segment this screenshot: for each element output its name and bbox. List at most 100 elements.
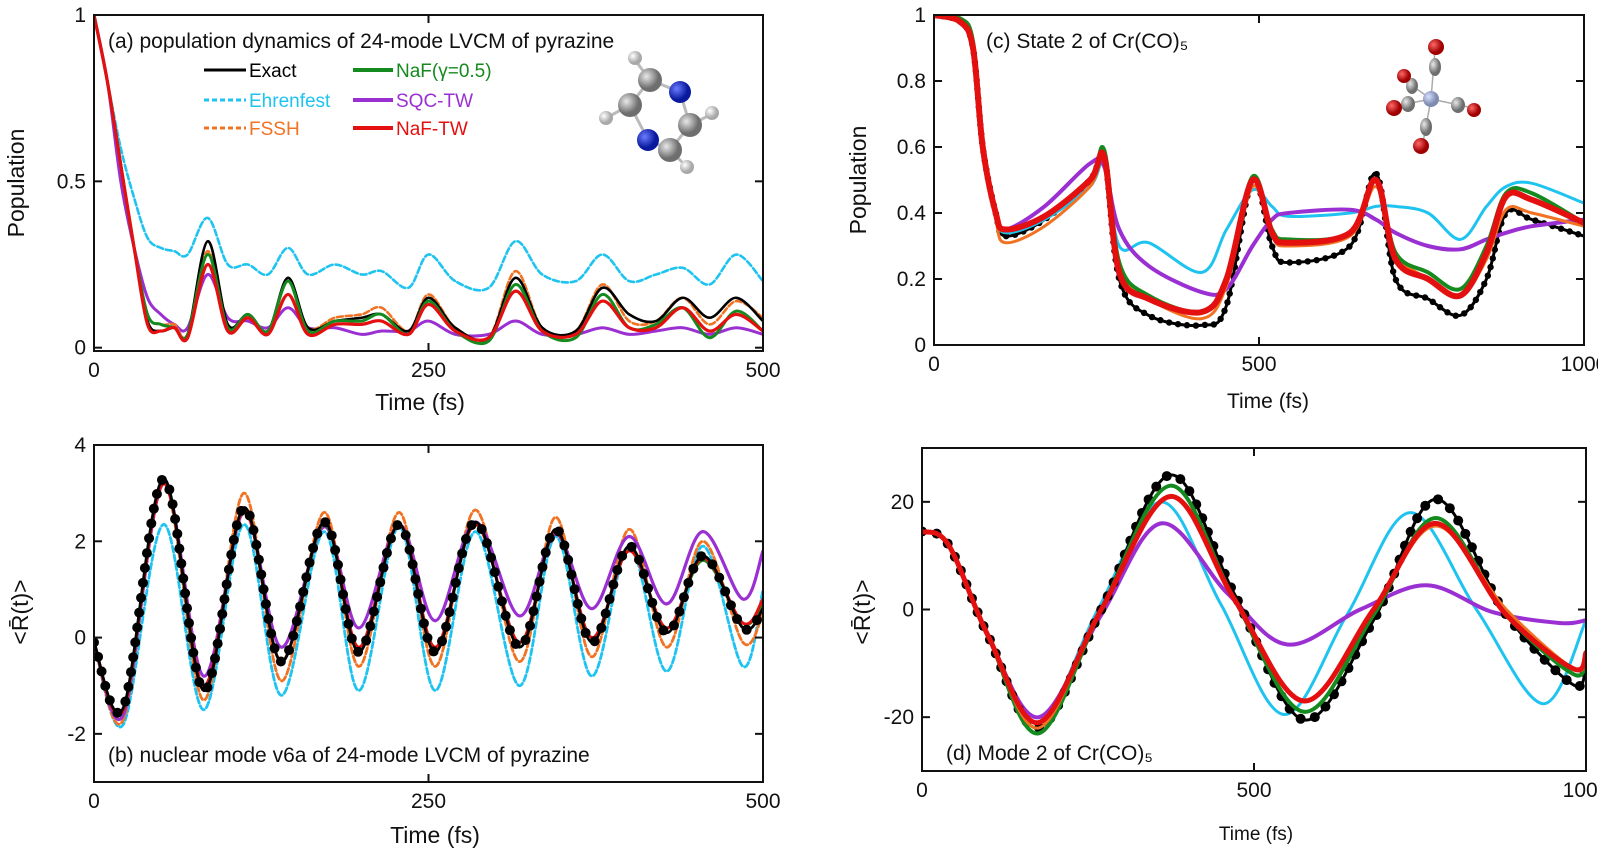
series-marker-exact <box>284 645 295 656</box>
series-marker-exact <box>1436 304 1444 311</box>
series-marker-exact <box>146 518 157 529</box>
series-marker-exact <box>1392 276 1400 284</box>
series-marker-exact <box>658 625 669 636</box>
series-marker-exact <box>626 541 637 552</box>
series-marker-exact <box>343 618 354 629</box>
series-marker-exact <box>566 569 577 580</box>
x-tick-label: 250 <box>411 359 446 382</box>
y-tick-label: 0.8 <box>897 70 926 93</box>
series-marker-exact <box>139 563 150 574</box>
series-marker-exact <box>1550 665 1561 676</box>
series-marker-exact <box>223 564 234 575</box>
y-tick-label: 0.4 <box>897 202 927 225</box>
series-marker-exact <box>633 554 644 565</box>
x-tick-label: 500 <box>1236 779 1271 802</box>
legend-label-exact: Exact <box>249 61 297 82</box>
series-marker-exact <box>1224 299 1231 306</box>
series-marker-exact <box>365 621 376 632</box>
y-tick-label: 0.2 <box>897 268 926 291</box>
series-marker-exact <box>94 651 104 662</box>
series-marker-exact <box>174 543 185 554</box>
series-marker-exact <box>392 520 403 531</box>
series-marker-exact <box>312 528 323 539</box>
series-marker-exact <box>340 604 351 615</box>
series-marker-exact <box>525 620 536 631</box>
series-marker-exact <box>444 607 455 618</box>
series-marker-exact <box>1397 284 1404 291</box>
series-marker-exact <box>1487 263 1494 271</box>
series-marker-exact <box>447 592 458 603</box>
series-line-exact <box>934 15 1584 328</box>
series-line-ehrenfest <box>922 500 1586 725</box>
series-marker-exact <box>1477 288 1484 296</box>
series-line-naf-gamma <box>934 15 1584 315</box>
y-tick-label: 2 <box>74 530 86 553</box>
x-tick-label: 500 <box>745 790 780 813</box>
series-marker-exact <box>248 525 259 536</box>
series-marker-exact <box>1133 305 1140 312</box>
series-marker-exact <box>217 608 228 619</box>
series-marker-exact <box>572 598 583 609</box>
series-marker-exact <box>1351 236 1358 243</box>
series-marker-exact <box>1183 322 1191 329</box>
series-marker-exact <box>537 562 548 573</box>
series-marker-exact <box>510 638 521 649</box>
series-line-sqc-tw <box>922 521 1586 720</box>
series-marker-exact <box>528 606 539 617</box>
series-marker-exact <box>707 559 718 570</box>
legend-label-sqc-tw: SQC-TW <box>396 91 473 112</box>
series-marker-exact <box>219 594 230 605</box>
series-marker-exact <box>647 597 658 608</box>
series-marker-exact <box>1405 526 1416 537</box>
series-marker-exact <box>489 567 500 578</box>
series-marker-exact <box>1574 680 1585 691</box>
series-marker-exact <box>415 603 426 614</box>
series-line-exact <box>922 473 1586 730</box>
panel-d-title: (d) Mode 2 of Cr(CO)₅ <box>946 742 1153 765</box>
series-marker-exact <box>221 579 232 590</box>
series-marker-exact <box>186 632 197 643</box>
series-marker-exact <box>1466 542 1477 553</box>
series-marker-exact <box>1175 474 1186 485</box>
series-marker-exact <box>720 586 731 597</box>
series-marker-exact <box>1489 255 1496 262</box>
series-marker-exact <box>418 618 429 629</box>
series-marker-exact <box>251 539 262 550</box>
series-marker-exact <box>144 533 155 544</box>
series-line-sqc-tw <box>94 15 763 338</box>
series-marker-exact <box>1322 255 1329 262</box>
series-marker-exact <box>210 653 221 664</box>
series-marker-exact <box>752 615 763 626</box>
legend-label-fssh: FSSH <box>249 119 300 140</box>
series-marker-exact <box>1460 528 1471 539</box>
series-marker-exact <box>596 622 607 633</box>
series-marker-exact <box>1161 471 1172 482</box>
series-marker-exact <box>190 662 201 673</box>
y-tick-label: -20 <box>884 706 914 729</box>
series-marker-exact <box>202 682 213 693</box>
series-marker-exact <box>1444 503 1455 514</box>
series-marker-exact <box>130 637 141 648</box>
x-tick-label: 0 <box>88 790 100 813</box>
panel-b-ylabel: <R̄(t)> <box>7 579 33 644</box>
series-marker-exact <box>1140 309 1148 317</box>
series-marker-exact <box>226 549 237 560</box>
series-marker-exact <box>1433 494 1444 505</box>
series-marker-exact <box>741 624 752 635</box>
series-marker-exact <box>725 600 736 611</box>
series-marker-exact <box>385 533 396 544</box>
series-marker-exact <box>1313 256 1320 264</box>
series-marker-exact <box>295 601 306 612</box>
series-marker-exact <box>1523 214 1531 221</box>
series-marker-exact <box>94 637 99 648</box>
series-marker-exact <box>674 606 685 617</box>
series-marker-exact <box>428 646 439 657</box>
series-marker-exact <box>301 572 312 583</box>
series-marker-exact <box>400 530 411 541</box>
legend: Exact NaF(γ=0.5) Ehrenfest SQC-TW FSSH N… <box>204 61 492 140</box>
cr-co5-molecule-image <box>1386 39 1481 154</box>
